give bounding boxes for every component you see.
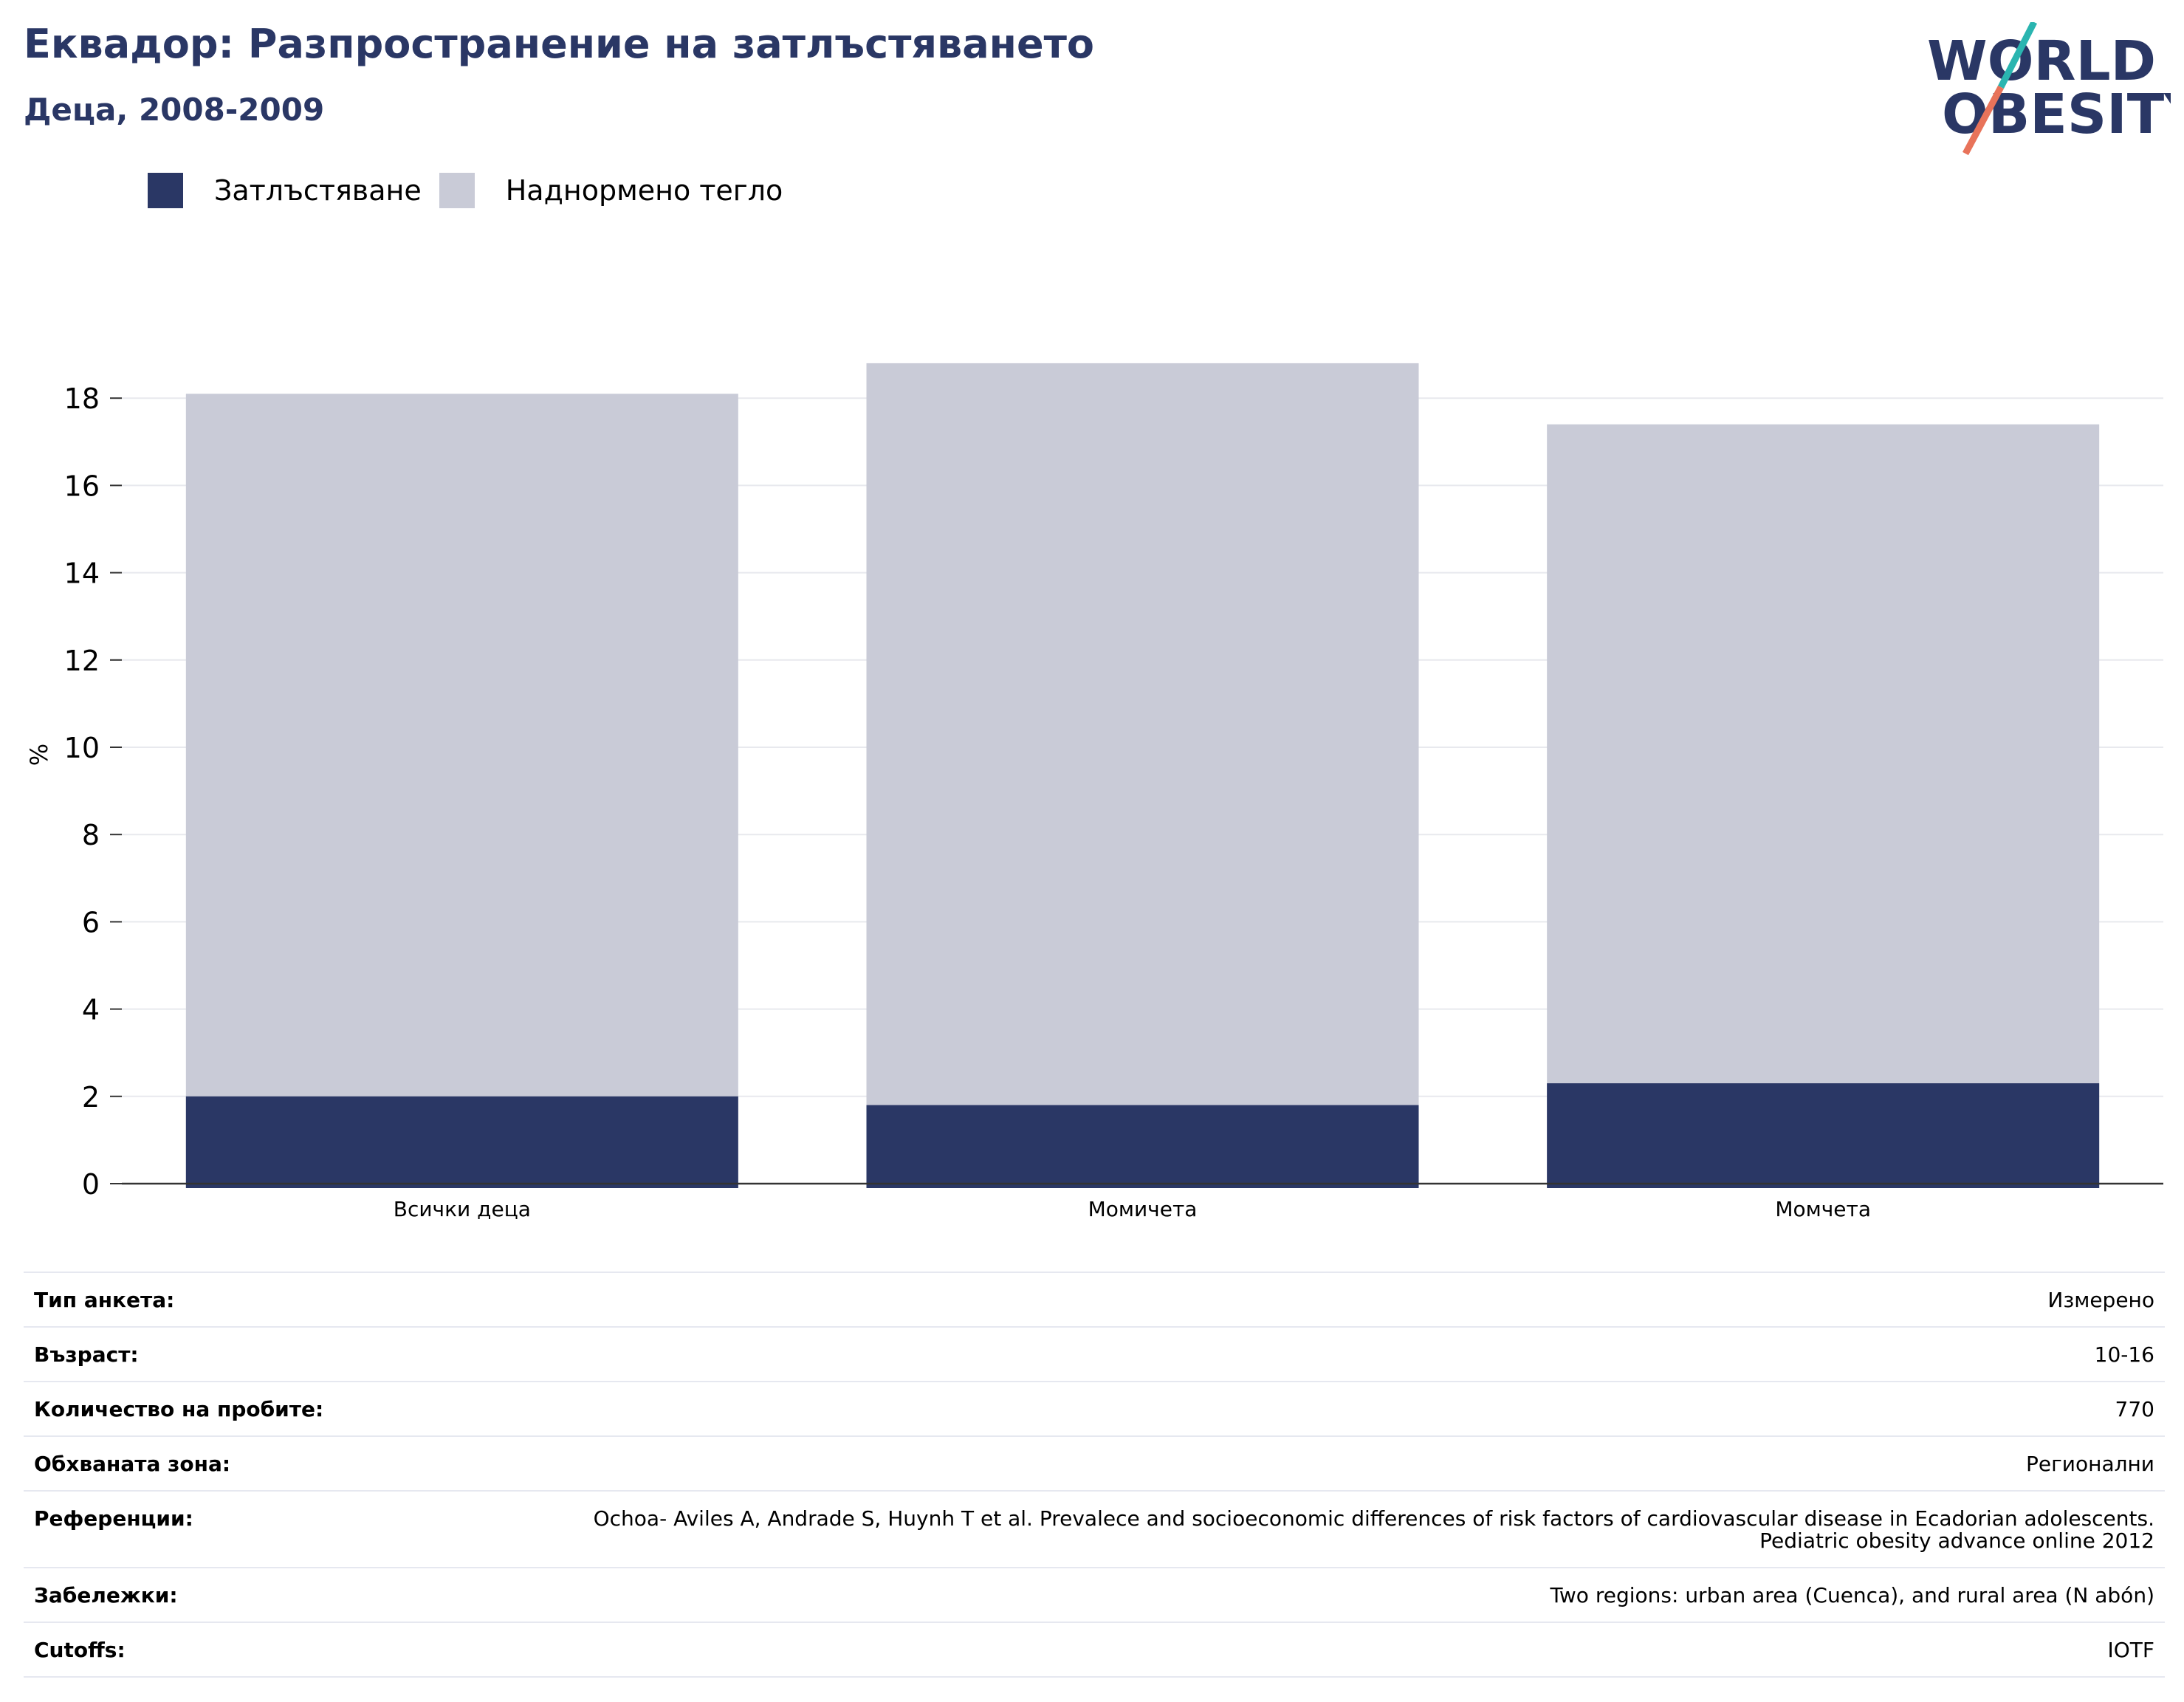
x-tick-label: Всички деца [394, 1197, 531, 1221]
bar-overweight[interactable] [1547, 424, 2100, 1189]
info-value: Two regions: urban area (Cuenca), and ru… [561, 1567, 2165, 1622]
info-value: 770 [561, 1381, 2165, 1436]
info-label: Референции: [24, 1490, 561, 1568]
info-row: Референции: Ochoa- Aviles A, Andrade S, H… [24, 1490, 2165, 1568]
logo-slash-bottom-icon [1962, 85, 2004, 156]
legend-item-overweight[interactable]: Наднормено тегло [439, 173, 783, 208]
info-row: Количество на пробите: 770 [24, 1381, 2165, 1436]
axes: 0 2 4 6 8 10 12 14 16 18 Всички деца Момичета Момчет… [64, 382, 2163, 1221]
legend-swatch-obesity [148, 173, 183, 208]
info-value: Ochoa- Aviles A, Andrade S, Huynh T et a… [561, 1490, 2165, 1568]
y-tick-label: 10 [64, 732, 100, 764]
bar-overweight[interactable] [185, 394, 738, 1188]
x-tick-label: Момичета [1088, 1197, 1198, 1221]
x-tick-label: Момчета [1775, 1197, 1871, 1221]
world-obesity-logo: WORLD OBESITY [1927, 22, 2171, 156]
logo-slash-top-icon [1997, 22, 2038, 89]
logo-line2: OBESITY [1942, 83, 2171, 146]
y-tick-label: 12 [64, 645, 100, 677]
legend-swatch-overweight [439, 173, 475, 208]
y-tick-label: 4 [82, 994, 100, 1026]
info-row: Тип анкета: Измерено [24, 1272, 2165, 1327]
info-value: Измерено [561, 1272, 2165, 1327]
bars [185, 363, 2100, 1189]
bar-overweight[interactable] [866, 363, 1419, 1188]
survey-info-table: Тип анкета: Измерено Възраст: 10-16 Количест… [24, 1272, 2165, 1678]
info-row: Обхваната зона: Регионални [24, 1435, 2165, 1491]
info-label: Обхваната зона: [24, 1435, 561, 1491]
info-value: Регионални [561, 1435, 2165, 1491]
info-label: Възраст: [24, 1326, 561, 1382]
bar-chart: 0 2 4 6 8 10 12 14 16 18 Всички деца Момичета Момчет… [25, 363, 2163, 1221]
y-tick-label: 14 [64, 557, 100, 590]
info-value: 10-16 [561, 1326, 2165, 1382]
logo-line1: WORLD [1927, 30, 2156, 93]
bar-obesity[interactable] [866, 1105, 1419, 1188]
info-label: Забележки: [24, 1567, 561, 1622]
chart-subtitle: Деца, 2008-2009 [24, 92, 325, 128]
y-tick-label: 0 [82, 1168, 100, 1201]
y-tick-label: 16 [64, 470, 100, 502]
y-tick-label: 18 [64, 382, 100, 415]
y-tick-label: 6 [82, 906, 100, 938]
bar-obesity[interactable] [1547, 1083, 2100, 1188]
info-row: Забележки: Two regions: urban area (Cuenc… [24, 1567, 2165, 1622]
info-value: IOTF [561, 1622, 2165, 1678]
y-tick-label: 2 [82, 1081, 100, 1113]
y-tick-label: 8 [82, 819, 100, 851]
legend-label-overweight: Наднормено тегло [505, 174, 783, 207]
legend-label-obesity: Затлъстяване [214, 174, 422, 207]
info-row: Cutoffs: IOTF [24, 1622, 2165, 1678]
info-label: Cutoffs: [24, 1622, 561, 1678]
legend-item-obesity[interactable]: Затлъстяване [148, 173, 422, 208]
y-axis-label: % [25, 744, 53, 766]
chart-legend: Затлъстяване Наднормено тегло [148, 170, 800, 211]
info-label: Количество на пробите: [24, 1381, 561, 1436]
info-row: Възраст: 10-16 [24, 1326, 2165, 1382]
bar-obesity[interactable] [185, 1096, 738, 1188]
chart-title: Еквадор: Разпространение на затлъстяване… [24, 21, 1094, 67]
info-label: Тип анкета: [24, 1272, 561, 1327]
